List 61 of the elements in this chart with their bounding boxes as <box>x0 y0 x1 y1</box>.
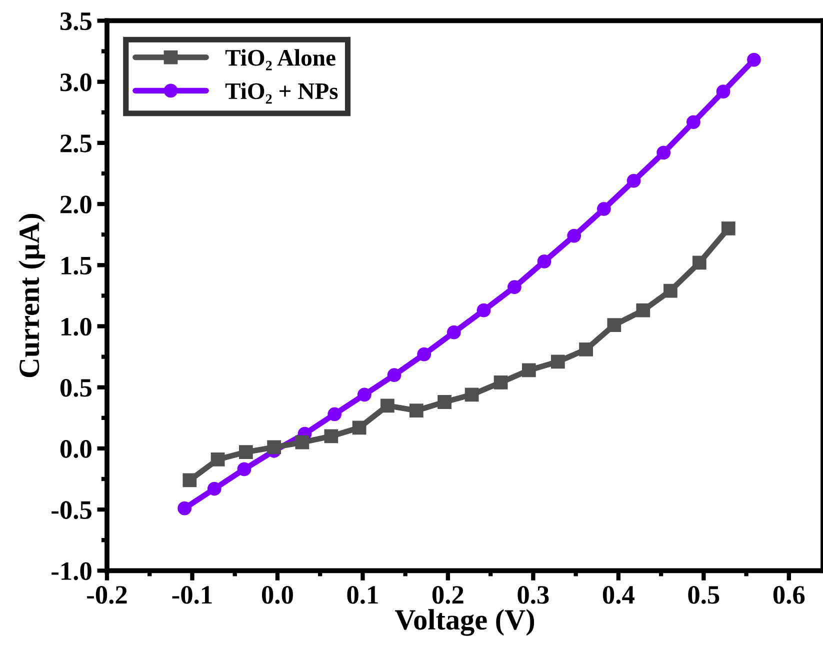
point <box>380 398 394 413</box>
point <box>387 368 402 382</box>
point <box>507 280 522 294</box>
point <box>446 325 461 340</box>
x-tick-label: 0.4 <box>602 586 634 604</box>
point <box>522 363 536 378</box>
point <box>579 342 593 356</box>
point <box>357 388 372 402</box>
y-tick-label: 3.5 <box>60 12 92 30</box>
point <box>237 462 252 476</box>
point <box>663 284 678 298</box>
point <box>692 256 706 270</box>
point <box>636 303 650 318</box>
point <box>656 146 671 160</box>
x-axis-title: Voltage (V) <box>394 609 534 636</box>
point <box>352 420 366 435</box>
point <box>537 254 552 268</box>
y-axis-title: Current (μA) <box>18 214 46 378</box>
point <box>328 407 342 422</box>
x-tick-label: 0.3 <box>518 586 549 604</box>
y-tick-label: -1.0 <box>52 562 92 580</box>
y-tick-label: 2.5 <box>60 134 92 152</box>
point <box>238 445 253 460</box>
point <box>686 115 700 130</box>
legend-label: TiO₂ Alone <box>225 49 336 70</box>
point <box>267 440 282 454</box>
x-tick-label: 0.5 <box>688 586 720 604</box>
point <box>607 318 622 332</box>
point <box>207 482 222 496</box>
point <box>567 228 582 243</box>
x-tick-label: 0.0 <box>262 586 293 604</box>
point <box>417 347 432 362</box>
point <box>182 473 197 488</box>
point <box>747 52 761 67</box>
point <box>464 388 479 402</box>
y-tick-label: 2.0 <box>60 196 92 214</box>
y-tick-label: 1.0 <box>62 318 92 336</box>
point <box>550 354 565 369</box>
y-tick-label: 1.5 <box>62 256 92 275</box>
y-tick-label: 0.0 <box>60 440 92 458</box>
point <box>210 452 225 466</box>
point <box>476 303 491 318</box>
y-tick-label: -0.5 <box>52 501 92 520</box>
point <box>409 404 424 418</box>
point <box>626 174 641 188</box>
point <box>596 202 611 216</box>
x-tick-label: 0.6 <box>773 586 805 604</box>
x-tick-label: 0.1 <box>347 586 378 604</box>
point <box>295 435 310 450</box>
x-tick-label: -0.2 <box>87 586 127 604</box>
x-tick-label: 0.2 <box>432 586 464 604</box>
x-tick-label: -0.1 <box>172 586 212 604</box>
point <box>178 501 192 516</box>
y-tick-label: 3.0 <box>60 73 92 92</box>
y-tick-label: 0.5 <box>60 378 92 397</box>
legend-label: TiO₂ + NPs <box>225 82 338 104</box>
point <box>438 395 452 409</box>
point <box>721 222 736 236</box>
point <box>494 376 508 390</box>
point <box>324 429 338 444</box>
point <box>716 84 730 99</box>
